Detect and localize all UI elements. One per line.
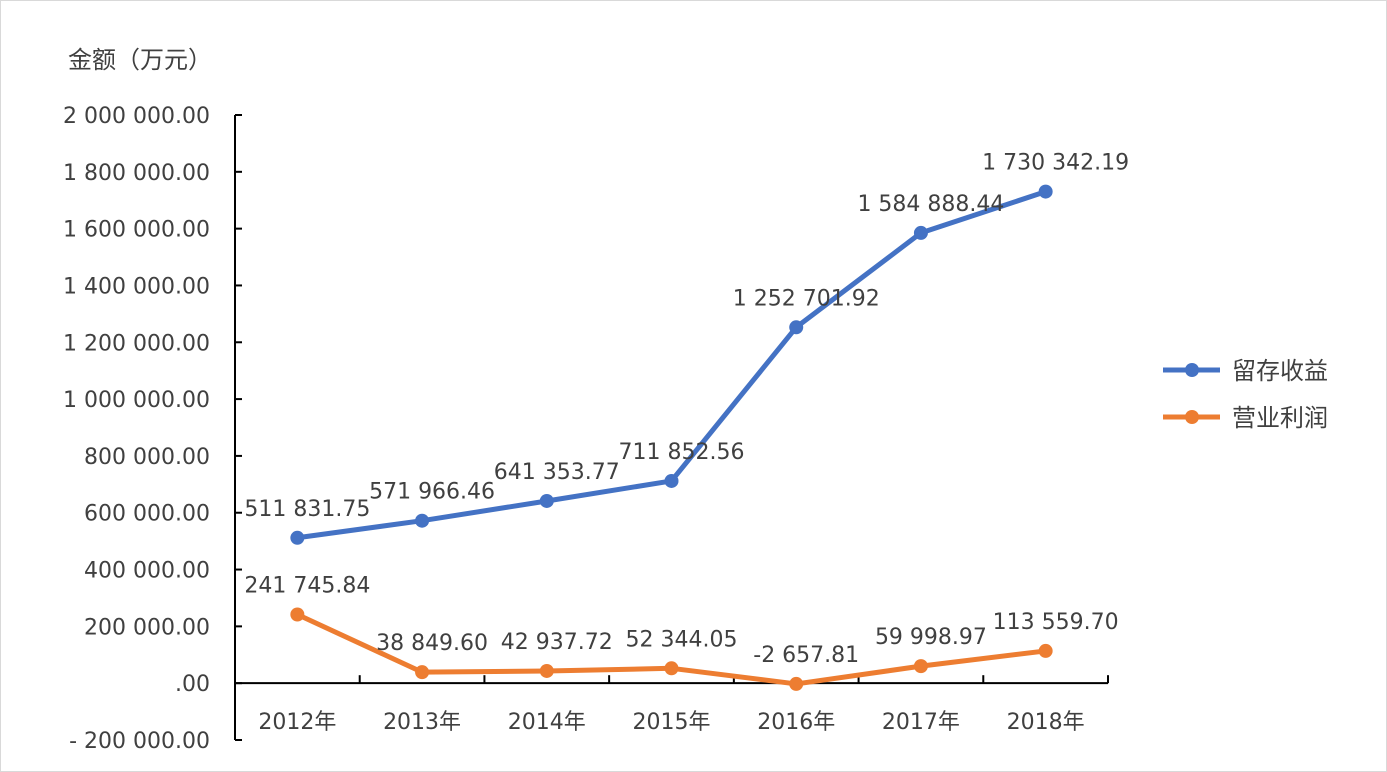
x-tick-label: 2015年 [633,710,711,735]
y-axis: 2 000 000.00 1 800 000.00 1 600 000.00 1 40… [63,104,242,754]
y-tick-label: 200 000.00 [84,615,210,640]
data-point [539,663,554,678]
data-point [913,659,928,674]
y-axis-label: 金额（万元） [68,46,212,74]
y-tick-label: 600 000.00 [84,502,210,527]
data-label: 42 937.72 [501,630,613,655]
data-label: 38 849.60 [376,631,488,656]
data-point [539,493,554,508]
y-tick-label: - 200 000.00 [69,729,210,754]
data-label: 1 730 342.19 [982,151,1129,176]
y-tick-label: 1 400 000.00 [63,274,210,299]
data-label: 641 353.77 [494,460,620,485]
legend-swatch-marker [1185,363,1199,377]
data-label: 571 966.46 [369,480,495,505]
data-label: 52 344.05 [626,627,738,652]
x-tick-label: 2012年 [258,710,336,735]
data-point [789,320,804,335]
y-tick-label: .00 [175,672,210,697]
data-point [290,530,305,545]
data-point [415,665,430,680]
data-point [415,513,430,528]
y-tick-label: 1 000 000.00 [63,388,210,413]
x-tick-label: 2013年 [383,710,461,735]
x-tick-label: 2014年 [508,710,586,735]
data-label: 241 745.84 [244,574,370,599]
y-tick-label: 2 000 000.00 [63,104,210,129]
data-point [664,473,679,488]
x-tick-label: 2016年 [757,710,835,735]
data-label: 113 559.70 [993,610,1119,635]
data-label: 1 252 701.92 [733,286,880,311]
y-tick-label: 1 600 000.00 [63,218,210,243]
x-axis: 2012年 2013年 2014年 2015年 2016年 2017年 2018年 [234,675,1109,735]
y-tick-label: 800 000.00 [84,445,210,470]
data-label: 59 998.97 [875,625,987,650]
data-point [290,607,305,622]
data-point [1038,184,1053,199]
x-tick-label: 2017年 [882,710,960,735]
data-point [789,676,804,691]
legend-swatch-marker [1185,410,1199,424]
data-label: 711 852.56 [619,440,745,465]
y-tick-label: 1 800 000.00 [63,161,210,186]
y-tick-label: 1 200 000.00 [63,331,210,356]
data-point [664,661,679,676]
data-label: 1 584 888.44 [857,192,1004,217]
x-tick-label: 2018年 [1007,710,1085,735]
data-label: 511 831.75 [244,497,370,522]
data-point [1038,643,1053,658]
data-label: -2 657.81 [753,643,859,668]
legend-label: 留存收益 [1232,357,1328,385]
y-tick-label: 400 000.00 [84,559,210,584]
data-point [913,225,928,240]
legend-label: 营业利润 [1232,404,1328,432]
